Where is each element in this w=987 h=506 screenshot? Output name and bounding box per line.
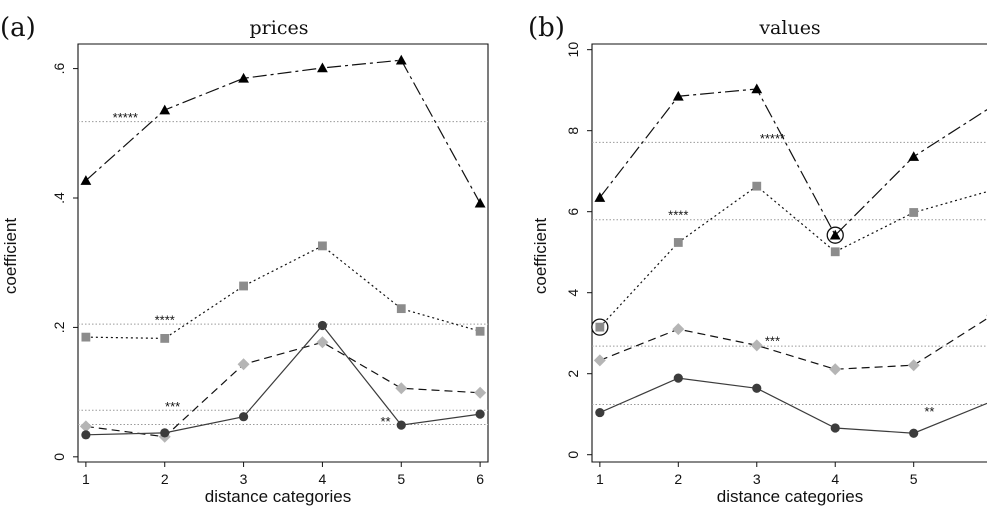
diamond-series-line xyxy=(85,341,481,438)
panel-values: (b) values distance categories coefficie… xyxy=(528,13,987,506)
square-marker xyxy=(81,332,91,342)
y-tick-label: 2 xyxy=(565,370,581,378)
triangle-marker xyxy=(751,83,763,94)
x-tick-label: 1 xyxy=(596,471,604,487)
triangle-series-line xyxy=(599,88,987,237)
y-tick-label: .6 xyxy=(51,63,67,75)
circle-marker xyxy=(595,407,605,418)
x-tick-label: 5 xyxy=(397,471,405,487)
diamond-marker xyxy=(395,382,408,395)
circle-marker xyxy=(830,423,840,433)
circle-marker xyxy=(160,428,170,438)
significance-annotation: ***** xyxy=(760,131,785,146)
significance-annotation: ***** xyxy=(113,110,138,125)
significance-annotation: *** xyxy=(165,399,180,414)
significance-annotation: **** xyxy=(668,208,688,223)
y-tick-label: .4 xyxy=(51,192,67,204)
triangle-marker xyxy=(908,151,920,161)
x-tick-label: 4 xyxy=(831,471,839,487)
diamond-marker xyxy=(750,339,763,352)
x-tick-label: 3 xyxy=(753,471,761,487)
circle-marker xyxy=(909,428,919,438)
x-axis-label: distance categories xyxy=(717,487,863,506)
x-axis-label: distance categories xyxy=(205,487,351,506)
triangle-marker xyxy=(594,192,606,202)
square-marker xyxy=(752,181,762,191)
x-tick-label: 5 xyxy=(910,471,918,487)
y-tick-label: 6 xyxy=(565,208,581,216)
y-tick-label: 0 xyxy=(51,453,67,461)
y-tick-label: 0 xyxy=(565,451,581,459)
diamond-marker xyxy=(593,354,606,367)
plot-frame xyxy=(77,43,489,463)
circle-marker xyxy=(81,430,91,440)
square-series-line xyxy=(85,245,481,340)
diamond-marker xyxy=(829,363,842,376)
triangle-marker xyxy=(80,175,92,185)
circle-series-line xyxy=(599,377,987,434)
diamond-marker xyxy=(316,336,329,349)
square-marker xyxy=(830,247,840,257)
triangle-marker xyxy=(474,197,486,208)
square-marker xyxy=(673,238,683,247)
x-tick-label: 6 xyxy=(476,471,484,487)
y-tick-label: .2 xyxy=(51,321,67,333)
diamond-marker xyxy=(79,420,92,433)
diamond-marker xyxy=(907,359,920,372)
square-marker xyxy=(239,281,248,291)
panel-label: (a) xyxy=(0,13,36,43)
diamond-marker xyxy=(474,386,487,399)
highlight-circle xyxy=(591,318,609,336)
square-marker xyxy=(909,208,919,217)
x-tick-label: 1 xyxy=(82,471,90,487)
circle-marker xyxy=(752,383,762,393)
chart-title: prices xyxy=(250,17,309,39)
plot-frame xyxy=(591,43,987,463)
significance-annotation: ** xyxy=(924,404,934,419)
circle-marker xyxy=(673,373,683,383)
triangle-marker xyxy=(395,54,407,65)
y-tick-label: 8 xyxy=(565,127,581,135)
triangle-series-line xyxy=(85,59,481,204)
diamond-marker xyxy=(237,358,250,371)
panel-label: (b) xyxy=(528,13,565,43)
triangle-marker xyxy=(159,104,171,115)
x-tick-label: 2 xyxy=(161,471,169,487)
triangle-marker xyxy=(829,229,841,240)
triangle-marker xyxy=(317,62,328,73)
diamond-series-line xyxy=(599,317,987,370)
y-tick-label: 4 xyxy=(565,289,581,297)
y-tick-label: 10 xyxy=(565,42,581,58)
x-tick-label: 3 xyxy=(240,471,248,487)
square-marker xyxy=(160,334,170,343)
circle-marker xyxy=(475,409,485,419)
y-axis-label: coefficient xyxy=(531,218,550,295)
chart-title: values xyxy=(758,17,820,39)
panel-prices: (a) prices distance categories coefficie… xyxy=(0,13,489,506)
significance-annotation: *** xyxy=(765,333,780,348)
circle-marker xyxy=(396,420,406,430)
highlight-circle xyxy=(826,226,844,244)
square-marker xyxy=(595,322,605,332)
square-series-line xyxy=(599,185,987,328)
circle-marker xyxy=(317,320,328,331)
circle-series-line xyxy=(85,324,481,436)
x-tick-label: 4 xyxy=(319,471,327,487)
square-marker xyxy=(396,304,406,314)
triangle-marker xyxy=(238,72,249,83)
circle-marker xyxy=(238,412,249,422)
y-axis-label: coefficient xyxy=(1,218,20,295)
triangle-marker xyxy=(672,90,684,101)
significance-annotation: **** xyxy=(155,312,175,327)
significance-annotation: ** xyxy=(380,414,390,429)
diamond-marker xyxy=(672,323,685,336)
x-tick-label: 2 xyxy=(674,471,682,487)
square-marker xyxy=(475,326,485,336)
square-marker xyxy=(318,241,327,251)
